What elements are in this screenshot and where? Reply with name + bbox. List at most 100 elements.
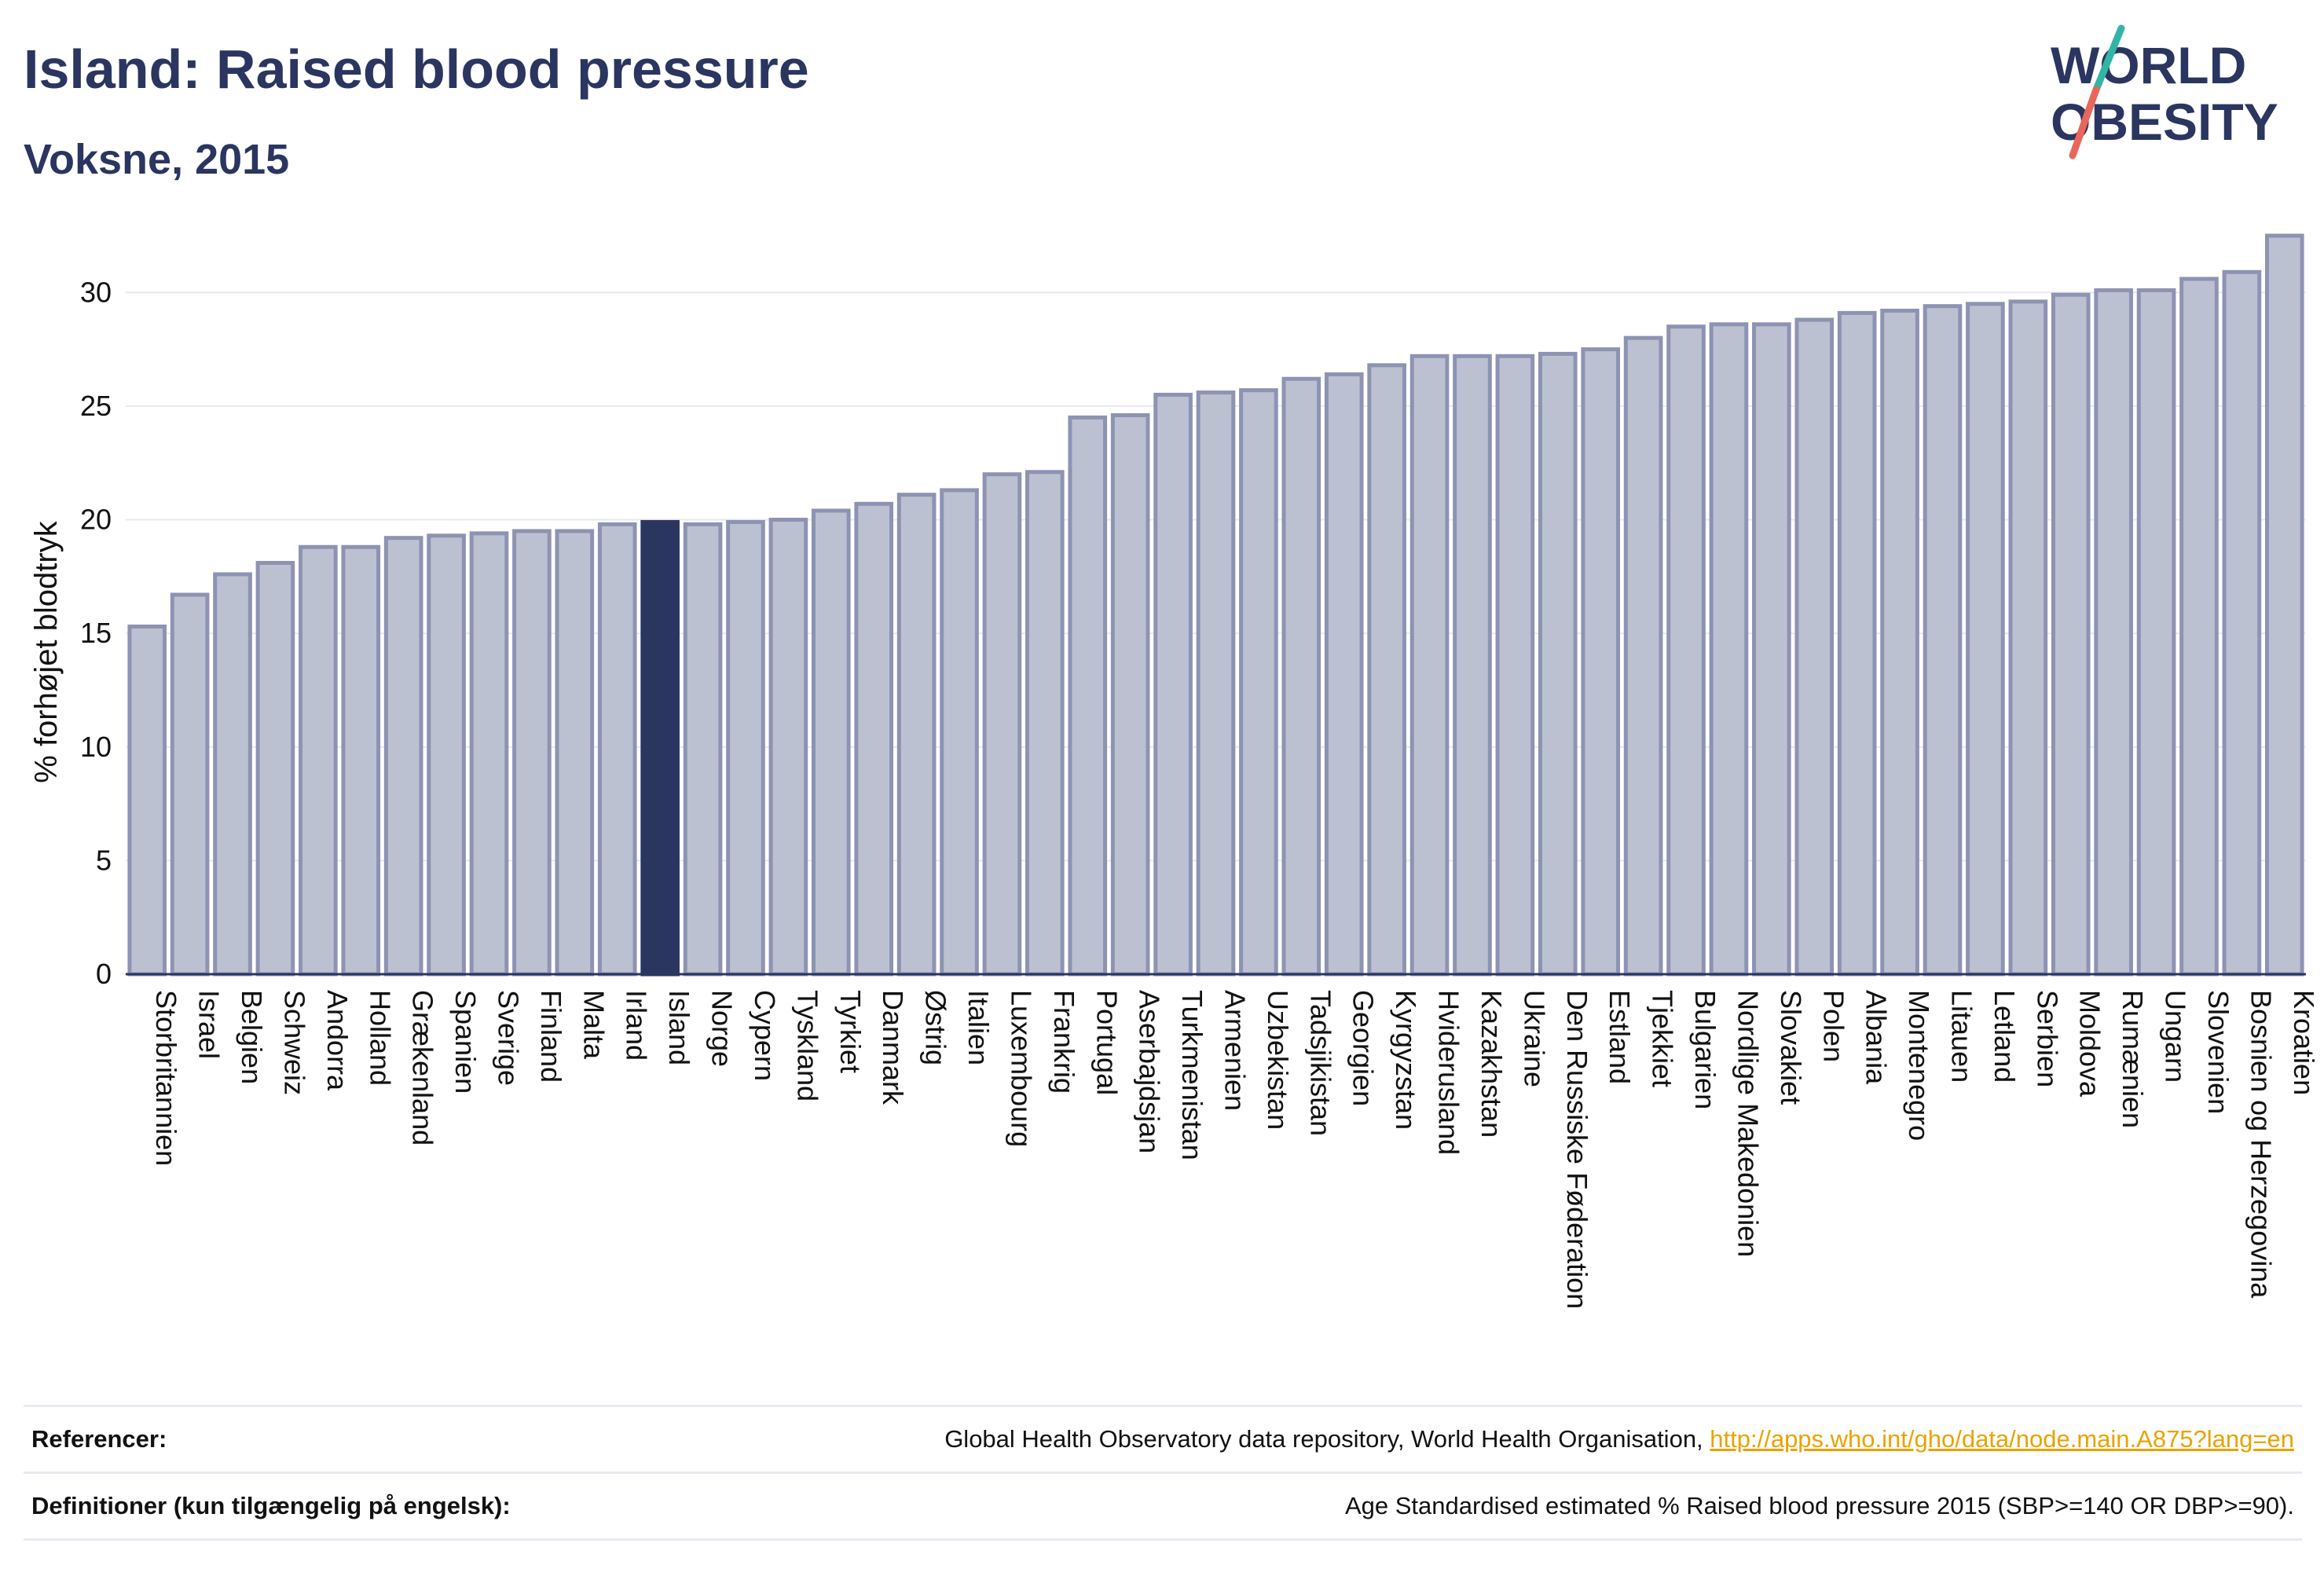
bar[interactable] xyxy=(726,519,765,977)
y-tick-label: 0 xyxy=(96,958,112,990)
y-tick-label: 10 xyxy=(80,731,112,763)
bar[interactable] xyxy=(1453,354,1492,977)
bar[interactable] xyxy=(982,472,1022,977)
bar[interactable] xyxy=(1025,470,1065,977)
bar[interactable] xyxy=(2179,277,2219,977)
y-tick-label: 15 xyxy=(80,617,112,649)
bar[interactable] xyxy=(1239,388,1278,977)
bars xyxy=(127,233,2304,977)
bar[interactable] xyxy=(2008,299,2048,977)
x-tick-label: Grækenland xyxy=(407,990,439,1145)
x-tick-label: Luxembourg xyxy=(1005,990,1037,1147)
bar[interactable] xyxy=(1923,304,1963,977)
x-tick-label: Irland xyxy=(621,990,653,1061)
bar[interactable] xyxy=(1196,390,1236,977)
y-axis-ticks: 0 5 10 15 20 25 30 xyxy=(80,276,112,990)
footer: Referencer: Global Health Observatory da… xyxy=(24,1405,2302,1541)
bar[interactable] xyxy=(1281,376,1321,977)
x-tick-label: Turkmenistan xyxy=(1176,990,1208,1160)
bar[interactable] xyxy=(768,518,808,977)
bar-highlighted[interactable] xyxy=(640,519,680,977)
x-tick-label: Den Russiske Føderation xyxy=(1561,990,1593,1309)
definitions-text: Age Standardised estimated % Raised bloo… xyxy=(1344,1492,2294,1519)
x-tick-label: Estland xyxy=(1604,990,1636,1084)
x-tick-label: Kroatien xyxy=(2288,990,2320,1095)
bar[interactable] xyxy=(1110,412,1150,977)
y-axis-title: % forhøjet blodtryk xyxy=(29,520,64,783)
bar[interactable] xyxy=(341,544,381,977)
x-tick-label: Island xyxy=(663,990,695,1065)
definitions-row: Definitioner (kun tilgængelig på engelsk… xyxy=(24,1472,2302,1541)
bar[interactable] xyxy=(1409,354,1450,977)
bar[interactable] xyxy=(383,536,423,977)
logo-slash-teal xyxy=(2092,24,2125,93)
bar[interactable] xyxy=(1495,354,1535,977)
bar[interactable] xyxy=(1367,363,1406,977)
references-link[interactable]: http://apps.who.int/gho/data/node.main.A… xyxy=(1710,1425,2294,1453)
bar[interactable] xyxy=(1966,302,2005,977)
references-text: Global Health Observatory data repositor… xyxy=(944,1425,1710,1453)
bar[interactable] xyxy=(811,508,851,977)
x-tick-label: Ukraine xyxy=(1518,990,1550,1087)
bar[interactable] xyxy=(1324,372,1364,977)
x-tick-label: Slovakiet xyxy=(1775,990,1807,1105)
bar[interactable] xyxy=(427,533,466,977)
x-tick-label: Uzbekistan xyxy=(1262,990,1294,1130)
bar[interactable] xyxy=(255,560,295,977)
x-tick-label: Sverige xyxy=(493,990,525,1086)
bar[interactable] xyxy=(1752,322,1791,977)
x-tick-label: Frankrig xyxy=(1048,990,1080,1094)
x-tick-label: Østrig xyxy=(920,990,952,1065)
bar[interactable] xyxy=(1153,392,1193,977)
bar[interactable] xyxy=(170,592,210,977)
bar[interactable] xyxy=(1837,310,1877,977)
bar[interactable] xyxy=(1709,322,1749,977)
y-tick-label: 20 xyxy=(80,504,112,536)
x-tick-label: Andorra xyxy=(321,990,354,1091)
x-axis-labels: Storbritannien Israel Belgien Schweiz Andorr… xyxy=(150,990,2320,1309)
bar[interactable] xyxy=(1581,347,1621,977)
logo-slash-red xyxy=(2069,86,2100,159)
logo-line1: WORLD xyxy=(2051,36,2246,94)
x-tick-label: Nordlige Makedonien xyxy=(1732,990,1764,1257)
bar[interactable] xyxy=(2136,288,2176,977)
bar[interactable] xyxy=(1794,317,1835,977)
bar[interactable] xyxy=(2222,269,2262,977)
bar[interactable] xyxy=(1880,308,1919,977)
bar[interactable] xyxy=(1666,324,1706,977)
bar[interactable] xyxy=(1538,351,1578,977)
bar[interactable] xyxy=(299,544,338,977)
x-tick-label: Rumænien xyxy=(2117,990,2149,1128)
x-tick-label: Litauen xyxy=(1946,990,1978,1083)
x-tick-label: Kyrgyzstan xyxy=(1390,990,1422,1130)
x-tick-label: Holland xyxy=(364,990,396,1086)
x-tick-label: Schweiz xyxy=(278,990,310,1095)
bar[interactable] xyxy=(940,488,979,977)
bar[interactable] xyxy=(1068,415,1108,977)
bar[interactable] xyxy=(213,572,252,977)
bar[interactable] xyxy=(896,493,937,977)
chart-subtitle: Voksne, 2015 xyxy=(24,136,290,183)
references-value: Global Health Observatory data repositor… xyxy=(944,1425,2294,1453)
references-label: Referencer: xyxy=(31,1425,167,1453)
bar[interactable] xyxy=(854,501,894,977)
x-tick-label: Tjekkiet xyxy=(1647,990,1679,1087)
bar[interactable] xyxy=(683,522,723,977)
bar[interactable] xyxy=(555,529,595,977)
definitions-label: Definitioner (kun tilgængelig på engelsk… xyxy=(31,1492,511,1519)
bar[interactable] xyxy=(512,529,552,977)
bar[interactable] xyxy=(597,522,637,977)
bar[interactable] xyxy=(127,624,167,977)
x-tick-label: Storbritannien xyxy=(150,990,182,1166)
bar[interactable] xyxy=(2094,288,2133,977)
y-tick-label: 25 xyxy=(80,390,112,422)
bar[interactable] xyxy=(2051,292,2091,977)
bar[interactable] xyxy=(469,531,509,977)
x-tick-label: Hviderusland xyxy=(1433,990,1465,1155)
x-tick-label: Belgien xyxy=(236,990,268,1084)
x-tick-label: Georgien xyxy=(1347,990,1380,1106)
bar[interactable] xyxy=(2264,233,2304,977)
bar[interactable] xyxy=(1623,335,1663,977)
x-tick-label: Tadsjikistan xyxy=(1304,990,1336,1136)
x-tick-label: Aserbajdsjan xyxy=(1134,990,1166,1153)
